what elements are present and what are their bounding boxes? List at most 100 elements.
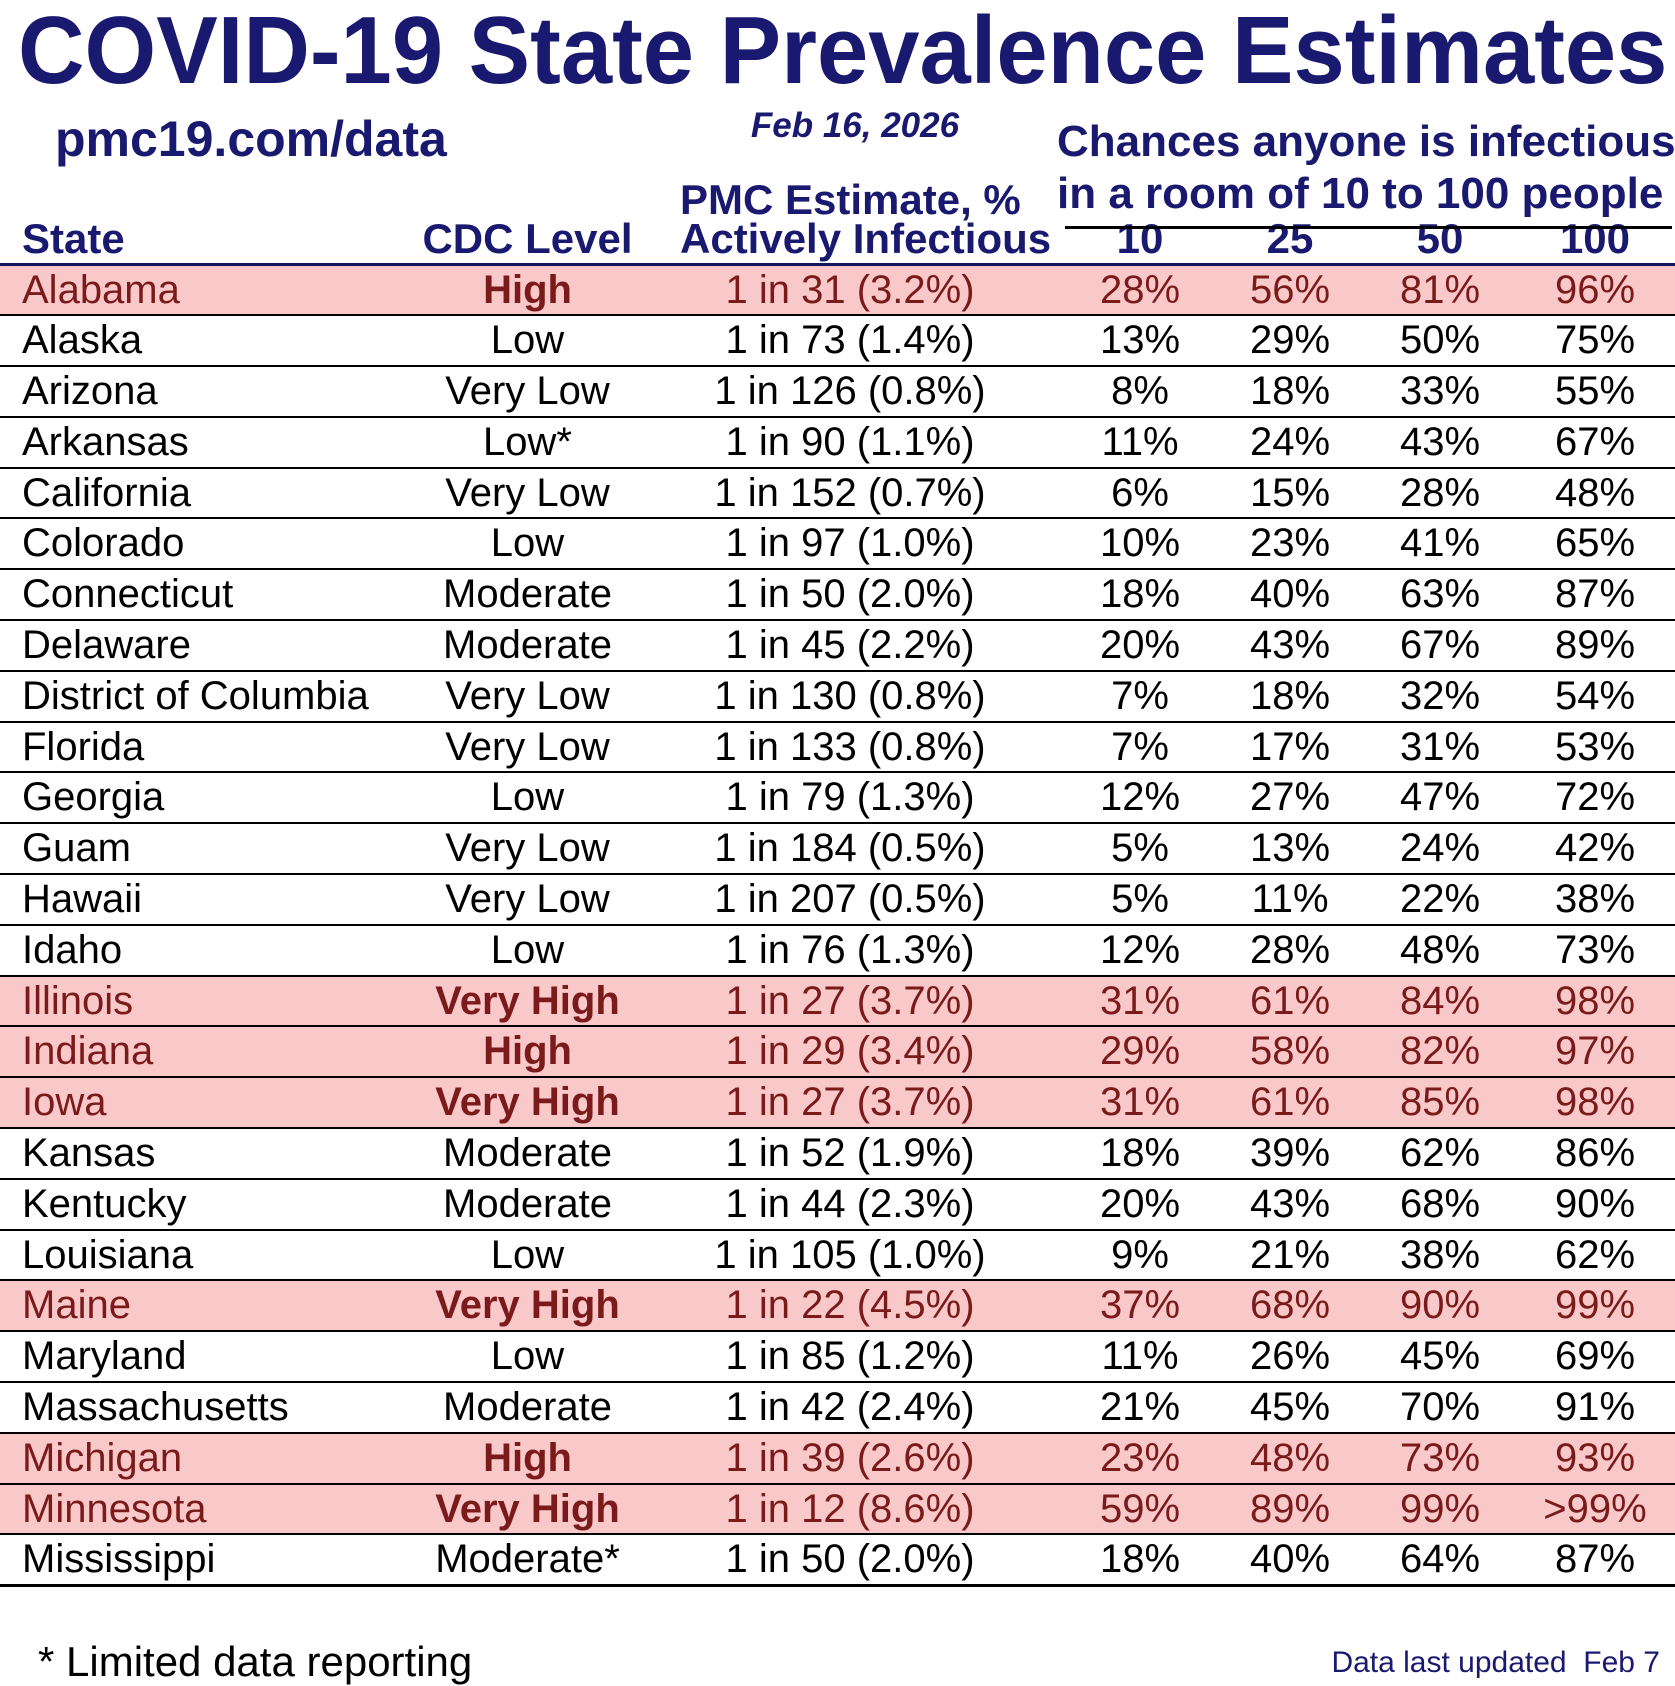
spacer-cell	[1020, 721, 1065, 774]
chance-50-cell: 84%	[1365, 975, 1515, 1028]
chance-50-cell: 64%	[1365, 1534, 1515, 1587]
chance-100-cell: >99%	[1515, 1483, 1675, 1536]
chance-50-cell: 22%	[1365, 874, 1515, 926]
chance-100-cell: 62%	[1515, 1229, 1675, 1282]
chance-10-cell: 5%	[1065, 823, 1215, 876]
chance-50-cell: 81%	[1365, 264, 1515, 317]
column-header-actively-infectious: Actively Infectious	[680, 215, 1052, 262]
spacer-cell	[1020, 1077, 1065, 1130]
chance-10-cell: 9%	[1065, 1229, 1215, 1282]
table-row: Alaska Low 1 in 73 (1.4%) 13% 29% 50% 75%	[0, 315, 1675, 368]
pmc-estimate-cell: 1 in 73 (1.4%)	[680, 315, 1020, 368]
state-cell: Alaska	[0, 315, 375, 368]
chance-50-cell: 90%	[1365, 1280, 1515, 1333]
chance-100-cell: 73%	[1515, 924, 1675, 977]
table-row: Guam Very Low 1 in 184 (0.5%) 5% 13% 24% 42%	[0, 823, 1675, 876]
chance-100-cell: 87%	[1515, 569, 1675, 622]
state-cell: Iowa	[0, 1077, 375, 1130]
page-title: COVID-19 State Prevalence Estimates	[18, 0, 1668, 104]
chance-100-cell: 98%	[1515, 1077, 1675, 1130]
cdc-level-cell: High	[375, 1432, 680, 1485]
chance-50-cell: 32%	[1365, 670, 1515, 723]
chance-25-cell: 40%	[1215, 1534, 1365, 1587]
chance-10-cell: 7%	[1065, 721, 1215, 774]
chance-50-cell: 85%	[1365, 1077, 1515, 1130]
spacer-cell	[1020, 670, 1065, 723]
table-row: Indiana High 1 in 29 (3.4%) 29% 58% 82% 97%	[0, 1026, 1675, 1079]
state-cell: Hawaii	[0, 874, 375, 926]
chance-100-cell: 93%	[1515, 1432, 1675, 1485]
state-cell: District of Columbia	[0, 670, 375, 723]
chance-50-cell: 73%	[1365, 1432, 1515, 1485]
pmc-estimate-cell: 1 in 22 (4.5%)	[680, 1280, 1020, 1333]
column-header-room-10: 10	[1116, 215, 1164, 262]
chance-10-cell: 12%	[1065, 924, 1215, 977]
state-cell: Michigan	[0, 1432, 375, 1485]
spacer-cell	[1020, 467, 1065, 520]
cdc-level-cell: Low	[375, 1229, 680, 1282]
chance-10-cell: 7%	[1065, 670, 1215, 723]
column-header-room-50: 50	[1416, 215, 1464, 262]
limited-data-footnote: * Limited data reporting	[38, 1638, 473, 1685]
chance-100-cell: 75%	[1515, 315, 1675, 368]
chance-25-cell: 61%	[1215, 1077, 1365, 1130]
state-cell: Idaho	[0, 924, 375, 977]
cdc-level-cell: Moderate	[375, 569, 680, 622]
state-cell: Florida	[0, 721, 375, 774]
cdc-level-cell: Very Low	[375, 467, 680, 520]
cdc-level-cell: Very Low	[375, 874, 680, 926]
table-row: Massachusetts Moderate 1 in 42 (2.4%) 21% 45…	[0, 1382, 1675, 1434]
chance-50-cell: 28%	[1365, 467, 1515, 520]
state-cell: Minnesota	[0, 1483, 375, 1536]
state-cell: Illinois	[0, 975, 375, 1028]
state-cell: Colorado	[0, 518, 375, 571]
site-url-link[interactable]: pmc19.com/data	[55, 111, 447, 167]
table-row: Florida Very Low 1 in 133 (0.8%) 7% 17% 31% 53…	[0, 721, 1675, 774]
spacer-cell	[1020, 569, 1065, 622]
spacer-cell	[1020, 924, 1065, 977]
chance-100-cell: 98%	[1515, 975, 1675, 1028]
pmc-estimate-cell: 1 in 50 (2.0%)	[680, 1534, 1020, 1587]
chance-50-cell: 62%	[1365, 1128, 1515, 1180]
spacer-cell	[1020, 1280, 1065, 1333]
chance-50-cell: 50%	[1365, 315, 1515, 368]
cdc-level-cell: Very Low	[375, 823, 680, 876]
chance-50-cell: 43%	[1365, 416, 1515, 469]
cdc-level-cell: Low	[375, 1331, 680, 1384]
chance-100-cell: 53%	[1515, 721, 1675, 774]
chance-50-cell: 70%	[1365, 1382, 1515, 1434]
cdc-level-cell: Very Low	[375, 721, 680, 774]
state-cell: Georgia	[0, 772, 375, 825]
chance-10-cell: 18%	[1065, 569, 1215, 622]
cdc-level-cell: Moderate	[375, 1382, 680, 1434]
chance-10-cell: 6%	[1065, 467, 1215, 520]
chance-25-cell: 39%	[1215, 1128, 1365, 1180]
cdc-level-cell: Moderate	[375, 620, 680, 672]
pmc-estimate-cell: 1 in 52 (1.9%)	[680, 1128, 1020, 1180]
chance-10-cell: 37%	[1065, 1280, 1215, 1333]
table-row: Alabama High 1 in 31 (3.2%) 28% 56% 81% 96%	[0, 264, 1675, 317]
chance-100-cell: 96%	[1515, 264, 1675, 317]
chance-100-cell: 65%	[1515, 518, 1675, 571]
chance-50-cell: 67%	[1365, 620, 1515, 672]
table-row: Maine Very High 1 in 22 (4.5%) 37% 68% 90% 99%	[0, 1280, 1675, 1333]
table-row: Idaho Low 1 in 76 (1.3%) 12% 28% 48% 73%	[0, 924, 1675, 977]
pmc-estimate-cell: 1 in 76 (1.3%)	[680, 924, 1020, 977]
chance-25-cell: 23%	[1215, 518, 1365, 571]
chance-10-cell: 13%	[1065, 315, 1215, 368]
spacer-cell	[1020, 1432, 1065, 1485]
chance-10-cell: 5%	[1065, 874, 1215, 926]
chance-25-cell: 28%	[1215, 924, 1365, 977]
chance-10-cell: 21%	[1065, 1382, 1215, 1434]
cdc-level-cell: High	[375, 1026, 680, 1079]
pmc-estimate-cell: 1 in 130 (0.8%)	[680, 670, 1020, 723]
spacer-cell	[1020, 416, 1065, 469]
cdc-level-cell: Low	[375, 315, 680, 368]
spacer-cell	[1020, 315, 1065, 368]
spacer-cell	[1020, 518, 1065, 571]
pmc-estimate-cell: 1 in 12 (8.6%)	[680, 1483, 1020, 1536]
pmc-estimate-cell: 1 in 207 (0.5%)	[680, 874, 1020, 926]
spacer-cell	[1020, 1331, 1065, 1384]
column-header-room-25: 25	[1266, 215, 1314, 262]
chance-10-cell: 20%	[1065, 620, 1215, 672]
